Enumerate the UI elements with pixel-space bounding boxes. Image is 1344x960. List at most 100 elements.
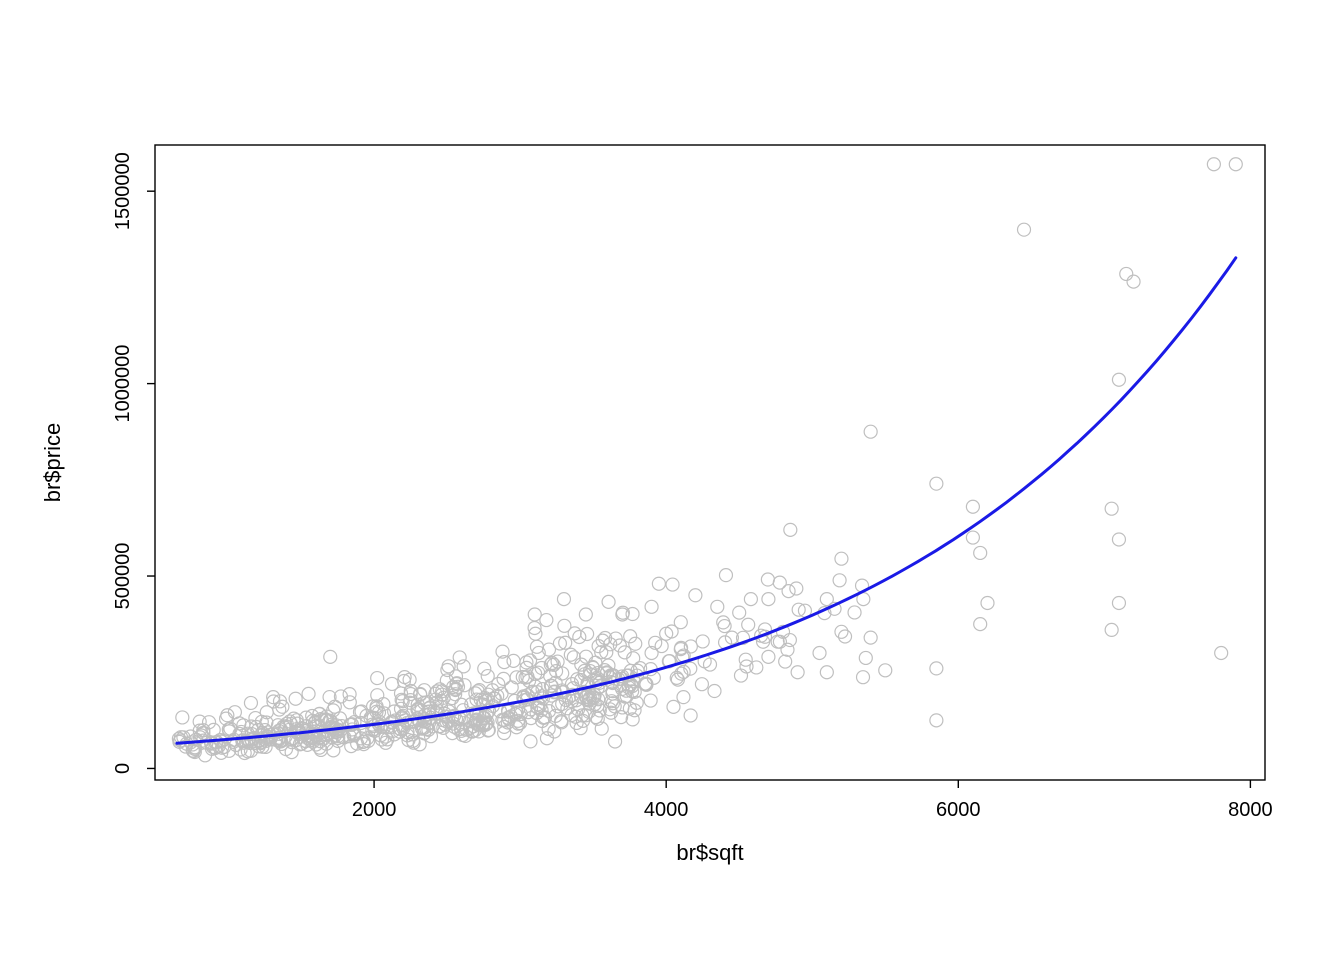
data-point <box>666 578 679 591</box>
data-point <box>782 585 795 598</box>
data-point <box>1207 158 1220 171</box>
data-point <box>505 681 518 694</box>
data-point <box>820 593 833 606</box>
data-point <box>624 630 637 643</box>
data-point <box>677 691 690 704</box>
data-point <box>773 576 786 589</box>
data-point <box>557 593 570 606</box>
data-point <box>708 685 721 698</box>
data-point <box>864 425 877 438</box>
data-point <box>974 618 987 631</box>
chart-svg: 2000400060008000050000010000001500000br$… <box>0 0 1344 960</box>
data-point <box>667 700 680 713</box>
data-point <box>478 662 491 675</box>
data-point <box>684 709 697 722</box>
data-point <box>966 500 979 513</box>
data-point <box>371 672 384 685</box>
data-point <box>689 589 702 602</box>
data-point <box>981 596 994 609</box>
data-point <box>719 569 732 582</box>
data-point <box>762 650 775 663</box>
data-point <box>781 643 794 656</box>
data-point <box>835 552 848 565</box>
scatter-chart: 2000400060008000050000010000001500000br$… <box>0 0 1344 960</box>
data-point <box>857 671 870 684</box>
data-point <box>930 714 943 727</box>
data-point <box>524 735 537 748</box>
data-point <box>835 625 848 638</box>
data-point <box>627 652 640 665</box>
data-point <box>813 647 826 660</box>
y-axis-label: br$price <box>40 423 65 502</box>
plot-border <box>155 145 1265 780</box>
data-point <box>629 637 642 650</box>
data-point <box>289 692 302 705</box>
data-point <box>1105 502 1118 515</box>
data-point <box>453 651 466 664</box>
data-point <box>879 664 892 677</box>
x-tick-label: 6000 <box>936 799 981 821</box>
data-point <box>734 669 747 682</box>
data-point <box>966 531 979 544</box>
data-point <box>742 618 755 631</box>
data-point <box>1105 623 1118 636</box>
data-point <box>609 735 622 748</box>
data-point <box>497 672 510 685</box>
x-tick-label: 2000 <box>352 799 397 821</box>
data-point <box>564 648 577 661</box>
data-point <box>1229 158 1242 171</box>
data-point <box>839 630 852 643</box>
data-point <box>628 704 641 717</box>
data-point <box>1018 223 1031 236</box>
data-point <box>695 678 708 691</box>
data-point <box>1112 596 1125 609</box>
data-point <box>343 688 356 701</box>
data-point <box>674 616 687 629</box>
data-point <box>761 573 774 586</box>
data-point <box>573 630 586 643</box>
data-point <box>540 732 553 745</box>
data-point <box>930 662 943 675</box>
data-point <box>974 546 987 559</box>
y-tick-label: 1000000 <box>112 345 134 423</box>
data-point <box>1112 373 1125 386</box>
data-point <box>1112 533 1125 546</box>
x-axis-label: br$sqft <box>676 840 743 865</box>
data-point <box>791 666 804 679</box>
data-point <box>696 635 709 648</box>
y-tick-label: 500000 <box>112 543 134 610</box>
data-point <box>790 582 803 595</box>
data-point <box>864 631 877 644</box>
data-point <box>779 655 792 668</box>
x-tick-label: 8000 <box>1228 799 1273 821</box>
data-point <box>324 650 337 663</box>
data-point <box>481 670 494 683</box>
data-point <box>581 627 594 640</box>
data-point <box>833 574 846 587</box>
data-point <box>176 711 189 724</box>
data-point <box>528 608 541 621</box>
y-tick-label: 0 <box>112 763 134 774</box>
data-point <box>652 577 665 590</box>
data-point <box>558 619 571 632</box>
data-point <box>540 614 553 627</box>
data-point <box>1215 647 1228 660</box>
data-point <box>930 477 943 490</box>
data-point <box>733 606 746 619</box>
data-point <box>784 523 797 536</box>
scatter-points <box>172 158 1242 762</box>
data-point <box>580 650 593 663</box>
data-point <box>302 687 315 700</box>
data-point <box>660 627 673 640</box>
data-point <box>579 608 592 621</box>
data-point <box>848 606 861 619</box>
data-point <box>711 600 724 613</box>
data-point <box>639 677 652 690</box>
data-point <box>567 651 580 664</box>
data-point <box>457 660 470 673</box>
data-point <box>744 593 757 606</box>
data-point <box>859 651 872 664</box>
data-point <box>1127 275 1140 288</box>
data-point <box>507 654 520 667</box>
data-point <box>644 694 657 707</box>
